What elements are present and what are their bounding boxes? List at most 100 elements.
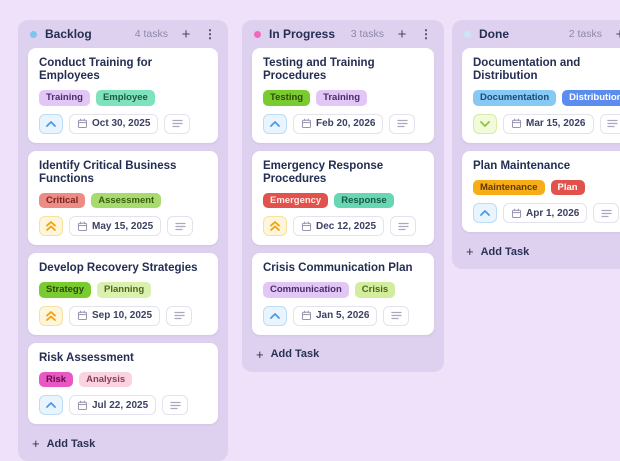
add-task-button[interactable]: + Add Task xyxy=(462,242,533,261)
column-done: Done 2 tasks + ⋮ Documentation and Distr… xyxy=(452,20,620,269)
notes-icon[interactable] xyxy=(383,306,409,326)
tag: Strategy xyxy=(39,282,91,298)
tag: Risk xyxy=(39,372,73,388)
notes-icon[interactable] xyxy=(389,114,415,134)
add-card-button[interactable]: + xyxy=(612,26,620,43)
plus-icon: + xyxy=(32,436,40,451)
calendar-icon xyxy=(77,400,88,411)
notes-icon[interactable] xyxy=(164,114,190,134)
add-task-label: Add Task xyxy=(481,246,530,258)
due-date: Dec 12, 2025 xyxy=(316,221,376,232)
priority-high-badge[interactable] xyxy=(39,306,63,326)
due-date: Sep 10, 2025 xyxy=(92,310,152,321)
priority-medium-badge[interactable] xyxy=(39,395,63,415)
column-menu-button[interactable]: ⋮ xyxy=(204,27,216,41)
card-title: Identify Critical Business Functions xyxy=(39,160,207,186)
plus-icon: + xyxy=(256,347,264,362)
tag: Planning xyxy=(97,282,151,298)
tag: Critical xyxy=(39,193,85,209)
tag: Training xyxy=(39,90,90,106)
due-date: Oct 30, 2025 xyxy=(92,118,150,129)
column-menu-button[interactable]: ⋮ xyxy=(420,27,432,41)
task-count: 4 tasks xyxy=(135,28,168,40)
calendar-icon xyxy=(77,310,88,321)
calendar-icon xyxy=(77,221,88,232)
task-card[interactable]: Conduct Training for Employees Training … xyxy=(28,48,218,143)
priority-high-badge[interactable] xyxy=(263,216,287,236)
notes-icon[interactable] xyxy=(593,203,619,223)
add-card-button[interactable]: + xyxy=(178,26,194,43)
task-card[interactable]: Risk Assessment Risk Analysis Jul 22, 20… xyxy=(28,343,218,425)
add-task-label: Add Task xyxy=(271,348,320,360)
card-title: Emergency Response Procedures xyxy=(263,160,423,186)
due-date-chip[interactable]: May 15, 2025 xyxy=(69,216,161,236)
task-count: 2 tasks xyxy=(569,28,602,40)
due-date-chip[interactable]: Apr 1, 2026 xyxy=(503,203,587,223)
card-meta-row: Apr 1, 2026 xyxy=(473,203,620,223)
notes-icon[interactable] xyxy=(162,395,188,415)
task-card[interactable]: Crisis Communication Plan Communication … xyxy=(252,253,434,335)
priority-low-badge[interactable] xyxy=(473,114,497,134)
add-task-button[interactable]: + Add Task xyxy=(252,345,323,364)
calendar-icon xyxy=(301,118,312,129)
notes-icon[interactable] xyxy=(166,306,192,326)
card-list: Testing and Training Procedures Testing … xyxy=(252,48,434,335)
add-task-label: Add Task xyxy=(47,438,96,450)
tag: Training xyxy=(316,90,367,106)
add-task-button[interactable]: + Add Task xyxy=(28,434,99,453)
add-card-button[interactable]: + xyxy=(394,26,410,43)
task-card[interactable]: Plan Maintenance Maintenance Plan Apr 1,… xyxy=(462,151,620,233)
card-title: Plan Maintenance xyxy=(473,160,620,173)
card-meta-row: Mar 15, 2026 xyxy=(473,114,620,134)
tag: Maintenance xyxy=(473,180,545,196)
task-card[interactable]: Documentation and Distribution Documenta… xyxy=(462,48,620,143)
chevron-up-icon xyxy=(480,210,490,216)
tag: Plan xyxy=(551,180,585,196)
chevron-up-icon xyxy=(46,402,56,408)
plus-icon: + xyxy=(466,244,474,259)
due-date-chip[interactable]: Jul 22, 2025 xyxy=(69,395,156,415)
due-date: Jan 5, 2026 xyxy=(316,310,369,321)
due-date-chip[interactable]: Sep 10, 2025 xyxy=(69,306,160,326)
due-date-chip[interactable]: Oct 30, 2025 xyxy=(69,114,158,134)
task-count: 3 tasks xyxy=(351,28,384,40)
tag-row: Communication Crisis xyxy=(263,282,423,298)
priority-high-badge[interactable] xyxy=(39,216,63,236)
due-date-chip[interactable]: Feb 20, 2026 xyxy=(293,114,383,134)
column-backlog: Backlog 4 tasks + ⋮ Conduct Training for… xyxy=(18,20,228,461)
task-card[interactable]: Develop Recovery Strategies Strategy Pla… xyxy=(28,253,218,335)
card-title: Documentation and Distribution xyxy=(473,57,620,83)
tag: Distribution xyxy=(562,90,620,106)
notes-icon[interactable] xyxy=(390,216,416,236)
tag-row: Strategy Planning xyxy=(39,282,207,298)
due-date: Jul 22, 2025 xyxy=(92,400,148,411)
tag: Assessment xyxy=(91,193,161,209)
column-header: In Progress 3 tasks + ⋮ xyxy=(252,20,434,48)
priority-medium-badge[interactable] xyxy=(263,114,287,134)
card-list: Documentation and Distribution Documenta… xyxy=(462,48,620,232)
task-card[interactable]: Identify Critical Business Functions Cri… xyxy=(28,151,218,246)
priority-medium-badge[interactable] xyxy=(39,114,63,134)
double-chevron-up-icon xyxy=(270,221,280,231)
card-meta-row: Jul 22, 2025 xyxy=(39,395,207,415)
due-date-chip[interactable]: Dec 12, 2025 xyxy=(293,216,384,236)
due-date: Mar 15, 2026 xyxy=(526,118,586,129)
notes-icon[interactable] xyxy=(167,216,193,236)
card-meta-row: Dec 12, 2025 xyxy=(263,216,423,236)
priority-medium-badge[interactable] xyxy=(473,203,497,223)
tag-row: Critical Assessment xyxy=(39,193,207,209)
task-card[interactable]: Emergency Response Procedures Emergency … xyxy=(252,151,434,246)
tag-row: Risk Analysis xyxy=(39,372,207,388)
notes-icon[interactable] xyxy=(600,114,620,134)
calendar-icon xyxy=(77,118,88,129)
priority-medium-badge[interactable] xyxy=(263,306,287,326)
column-header: Done 2 tasks + ⋮ xyxy=(462,20,620,48)
chevron-up-icon xyxy=(270,121,280,127)
column-color-dot xyxy=(30,31,37,38)
double-chevron-up-icon xyxy=(46,311,56,321)
calendar-icon xyxy=(301,310,312,321)
chevron-down-icon xyxy=(480,121,490,127)
due-date-chip[interactable]: Jan 5, 2026 xyxy=(293,306,377,326)
task-card[interactable]: Testing and Training Procedures Testing … xyxy=(252,48,434,143)
due-date-chip[interactable]: Mar 15, 2026 xyxy=(503,114,594,134)
